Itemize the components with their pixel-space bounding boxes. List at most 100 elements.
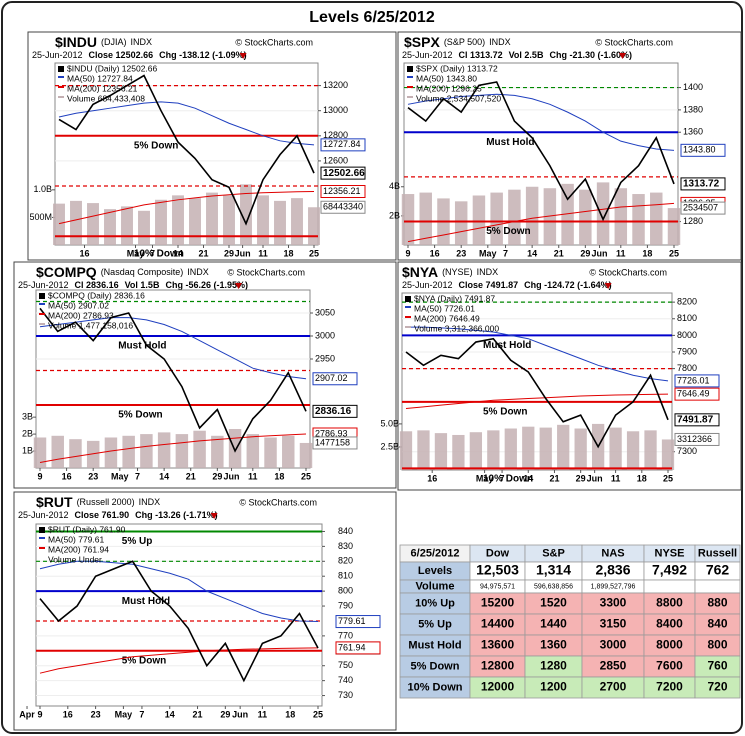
table-value: 596,638,856 bbox=[534, 583, 573, 590]
table-value-cell bbox=[643, 579, 696, 594]
x-tick-label: Jun bbox=[587, 473, 603, 483]
volume-bar bbox=[155, 199, 167, 245]
level-label: Must Hold bbox=[118, 341, 166, 352]
x-tick-label: 18 bbox=[637, 473, 647, 483]
legend-swatch bbox=[407, 66, 413, 72]
x-tick-label: 25 bbox=[309, 248, 319, 258]
symbol: $COMPQ bbox=[36, 264, 97, 280]
end-tag: 12356.21 bbox=[323, 186, 361, 196]
table-header: Dow bbox=[486, 547, 510, 559]
credit: © StockCharts.com bbox=[239, 497, 317, 507]
legend-swatch bbox=[39, 323, 45, 325]
y-tick-label: 790 bbox=[338, 600, 353, 610]
table-value: 720 bbox=[707, 680, 727, 694]
end-tag: 1477158 bbox=[315, 437, 350, 447]
x-tick-label: 25 bbox=[669, 248, 679, 258]
y-tick-label: 810 bbox=[338, 571, 353, 581]
legend-label: Volume 3,312,366,000 bbox=[414, 323, 499, 333]
volume-bar bbox=[452, 434, 465, 470]
y-tick-label: 1360 bbox=[683, 127, 703, 137]
y-tick-label: 12800 bbox=[323, 130, 348, 140]
table-value: 3000 bbox=[600, 638, 627, 652]
y-tick-label: 1280 bbox=[683, 216, 703, 226]
levels-table: 6/25/2012 Dow S&P NAS NYSE Russell Levels 12,50… bbox=[399, 544, 741, 699]
end-tag: 68443340 bbox=[323, 202, 363, 212]
table-value: 1,314 bbox=[536, 562, 571, 578]
table-value: 1440 bbox=[540, 617, 567, 631]
table-value: 760 bbox=[707, 659, 727, 673]
legend-label: MA(50) 779.61 bbox=[48, 534, 104, 544]
level-label: Must Hold bbox=[483, 340, 531, 351]
table-header: NYSE bbox=[655, 547, 685, 559]
x-tick-label: 9 bbox=[405, 248, 410, 258]
legend-label: Volume 1,477,158,016 bbox=[48, 320, 133, 330]
volume-bar bbox=[51, 435, 64, 468]
volume-bar bbox=[193, 430, 206, 468]
y2-tick-label: 500M bbox=[29, 212, 52, 222]
table-value: 8400 bbox=[656, 617, 683, 631]
legend-label: MA(200) 12356.21 bbox=[67, 83, 138, 93]
moving-average bbox=[39, 317, 307, 380]
legend-label: MA(50) 7726.01 bbox=[414, 303, 475, 313]
y2-tick-label: 3B bbox=[22, 412, 33, 422]
row-label: Must Hold bbox=[408, 639, 461, 651]
y-tick-label: 800 bbox=[338, 586, 353, 596]
table-value: 1360 bbox=[540, 638, 567, 652]
down-arrow bbox=[239, 53, 247, 59]
y-tick-label: 750 bbox=[338, 660, 353, 670]
x-tick-label: 16 bbox=[62, 471, 72, 481]
volume-bar bbox=[189, 198, 201, 245]
y2-tick-label: 2.5B bbox=[380, 441, 399, 451]
change: Chg -138.12 (-1.09%) bbox=[159, 50, 247, 60]
y-tick-label: 1380 bbox=[683, 104, 703, 114]
x-tick-label: 29 bbox=[220, 709, 230, 719]
row-label: 10% Up bbox=[415, 597, 455, 609]
volume-bar bbox=[223, 195, 235, 245]
table-value: 1,899,527,796 bbox=[591, 583, 636, 590]
quote: Close 761.90 bbox=[75, 510, 130, 520]
volume-bar bbox=[417, 430, 430, 470]
credit: © StockCharts.com bbox=[595, 37, 673, 47]
price-line bbox=[405, 337, 669, 449]
volume-bar bbox=[632, 194, 645, 245]
x-tick-label: 16 bbox=[427, 473, 437, 483]
x-tick-label: 14 bbox=[523, 473, 533, 483]
quote-line: 25-Jun-2012 Cl 1313.72 Vol 2.5B Chg -21.30 … bbox=[402, 50, 632, 60]
legend-swatch bbox=[39, 547, 45, 549]
end-tag-box bbox=[335, 615, 381, 629]
legend-label: MA(50) 1343.80 bbox=[416, 73, 477, 83]
table-value: 1200 bbox=[540, 680, 567, 694]
quote-line: 25-Jun-2012 Cl 2836.16 Vol 1.5B Chg -56.26 … bbox=[18, 280, 248, 290]
end-tag-box bbox=[680, 143, 726, 157]
credit: © StockCharts.com bbox=[227, 267, 305, 277]
volume-bar bbox=[561, 183, 574, 245]
y2-tick-label: 5.0B bbox=[380, 418, 399, 428]
end-tag: 2836.16 bbox=[315, 406, 352, 417]
symbol: $SPX bbox=[404, 34, 440, 50]
volume-bar bbox=[308, 207, 320, 245]
chart-panel: $COMPQ (Nasdaq Composite) INDX © StockChart… bbox=[13, 261, 397, 489]
volume-bar bbox=[138, 210, 150, 245]
end-tag-box bbox=[674, 374, 720, 388]
date: 25-Jun-2012 bbox=[18, 280, 69, 290]
y2-tick-label: 4B bbox=[389, 181, 400, 191]
price-line bbox=[39, 307, 307, 453]
x-tick-label: 29 bbox=[212, 471, 222, 481]
credit: © StockCharts.com bbox=[589, 267, 667, 277]
chart-panel: $RUT (Russell 2000) INDX © StockCharts.com 2… bbox=[13, 491, 397, 731]
volume-bar bbox=[257, 195, 269, 245]
x-tick-label: 11 bbox=[248, 471, 258, 481]
end-tag: 7646.49 bbox=[677, 389, 710, 399]
chart-header: $COMPQ (Nasdaq Composite) INDX bbox=[36, 264, 209, 280]
x-tick-label: May bbox=[111, 471, 129, 481]
end-tag-box bbox=[674, 387, 720, 401]
y-tick-label: 8200 bbox=[677, 297, 697, 307]
moving-average bbox=[405, 393, 669, 410]
table-value: 13600 bbox=[481, 638, 515, 652]
x-tick-label: 18 bbox=[283, 248, 293, 258]
end-tag-box bbox=[320, 166, 366, 180]
end-tag-box bbox=[312, 436, 358, 450]
table-value: 12000 bbox=[481, 680, 515, 694]
x-tick-label: 11 bbox=[258, 709, 268, 719]
volume-bar bbox=[434, 433, 448, 470]
